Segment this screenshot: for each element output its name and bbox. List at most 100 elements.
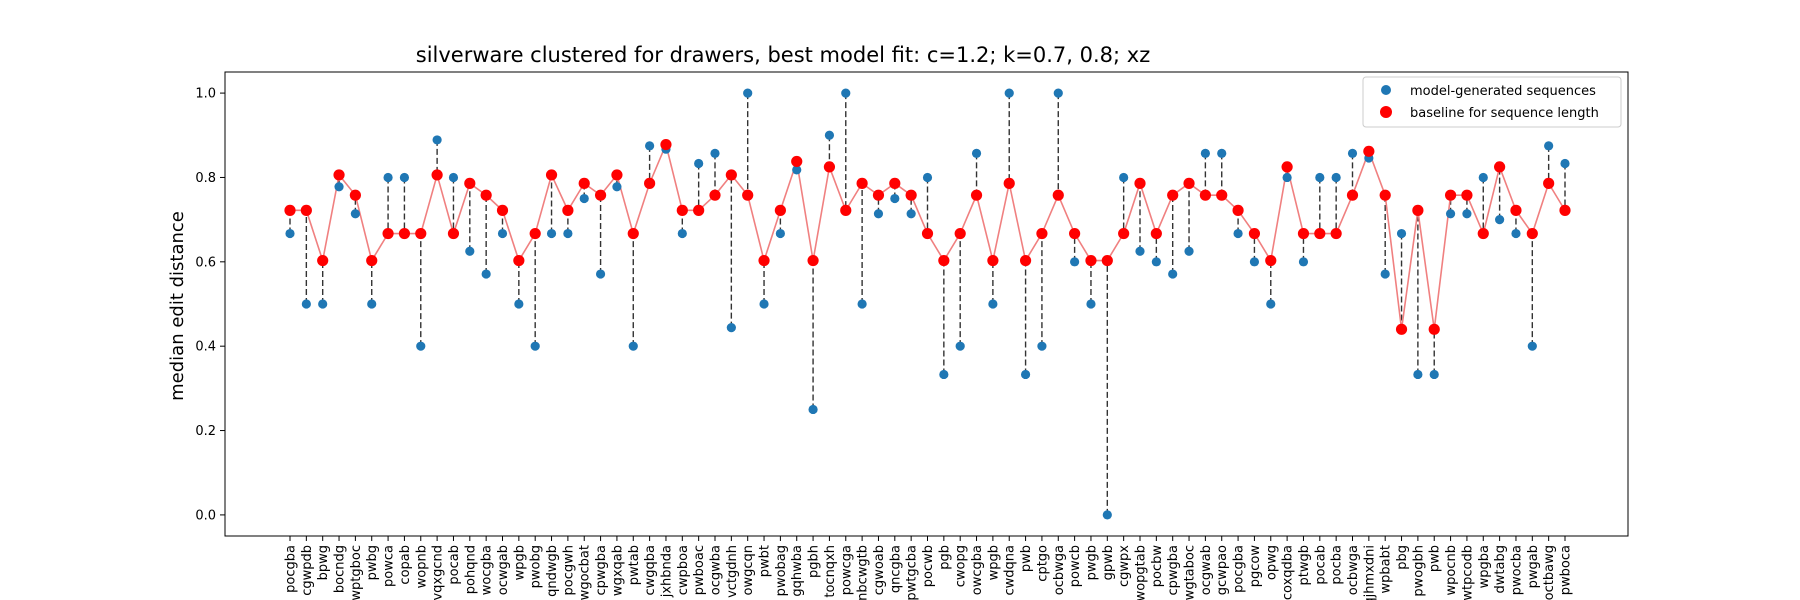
model-point xyxy=(416,341,426,351)
baseline-point xyxy=(1281,161,1293,173)
model-point xyxy=(775,228,785,239)
model-point xyxy=(1102,510,1112,520)
baseline-point xyxy=(415,227,427,240)
baseline-point xyxy=(284,204,296,216)
baseline-point xyxy=(905,189,917,201)
baseline-point xyxy=(889,177,901,189)
x-tick-label: pwboac xyxy=(692,545,707,595)
model-point xyxy=(922,172,933,183)
baseline-point xyxy=(807,254,819,267)
model-point xyxy=(1298,257,1309,267)
x-tick-label: cwgqba xyxy=(643,545,658,596)
x-tick-label: qjhmxdni xyxy=(1362,545,1377,600)
model-point xyxy=(677,228,687,239)
x-tick-label: pocgba xyxy=(284,545,299,593)
x-tick-label: pocbw xyxy=(1150,545,1165,588)
model-point xyxy=(1380,269,1390,279)
x-tick-label: pocwb xyxy=(921,545,936,587)
x-tick-label: cptgo xyxy=(1035,545,1050,582)
model-point xyxy=(1086,299,1096,309)
baseline-point xyxy=(1379,189,1391,201)
baseline-point xyxy=(856,177,868,189)
model-point xyxy=(939,369,949,380)
baseline-point xyxy=(1019,254,1032,267)
x-axis-ticks: pocgba cgwpdb bpwg bocndg wptgboc pwbg powca co… xyxy=(284,536,1574,600)
model-point xyxy=(514,299,524,309)
baseline-point xyxy=(1494,161,1506,173)
baseline-point xyxy=(1036,227,1048,240)
x-tick-label: pocab xyxy=(447,545,462,585)
x-tick-label: wpgba xyxy=(1477,545,1492,588)
x-tick-label: pwobag xyxy=(774,545,789,596)
baseline-point xyxy=(447,227,460,240)
x-tick-label: pwbt xyxy=(758,545,773,577)
baseline-point xyxy=(513,254,525,267)
baseline-point xyxy=(1461,189,1473,201)
x-tick-label: pocgba xyxy=(1232,545,1247,593)
x-tick-label: octbawg xyxy=(1542,545,1557,600)
model-point xyxy=(1347,148,1358,159)
x-tick-label: pwogbh xyxy=(1411,545,1426,597)
baseline-point xyxy=(1150,227,1162,240)
model-point xyxy=(1070,257,1080,267)
baseline-point xyxy=(1052,189,1064,201)
baseline-point xyxy=(366,254,378,267)
model-point xyxy=(1495,215,1505,225)
x-tick-label: jxhbnda xyxy=(659,545,674,598)
baseline-point xyxy=(562,204,574,216)
connector-lines xyxy=(289,93,1566,515)
x-tick-label: coxqdba xyxy=(1281,545,1296,600)
baseline-point xyxy=(317,254,329,267)
y-axis-label: median edit distance xyxy=(167,211,188,401)
legend-marker-baseline xyxy=(1380,106,1392,118)
x-tick-label: pwboca xyxy=(1559,545,1574,595)
x-tick-label: ocgwab xyxy=(1199,545,1214,595)
x-tick-label: gpwb xyxy=(1101,545,1116,580)
baseline-point xyxy=(1003,177,1015,189)
baseline-point xyxy=(1477,227,1489,240)
model-point xyxy=(808,404,818,415)
baseline-point xyxy=(954,227,966,240)
model-point xyxy=(595,269,606,279)
model-point xyxy=(497,228,508,239)
x-tick-label: cwdqna xyxy=(1003,545,1018,596)
x-tick-label: ocbwga xyxy=(1052,545,1067,595)
model-point xyxy=(1331,172,1341,183)
baseline-point xyxy=(693,204,705,216)
y-axis-ticks: 0.0 0.2 0.4 0.6 0.8 1.0 xyxy=(195,87,225,523)
x-tick-label: pwgb xyxy=(1084,545,1099,580)
baseline-point xyxy=(578,177,590,189)
model-point xyxy=(1527,341,1537,351)
baseline-point xyxy=(1363,145,1375,157)
x-tick-label: pohqnd xyxy=(463,545,478,594)
baseline-point xyxy=(921,227,934,240)
y-tick-label: 0.2 xyxy=(195,424,216,439)
model-point xyxy=(1184,246,1194,256)
x-tick-label: pgcow xyxy=(1248,545,1263,588)
x-tick-label: opwg xyxy=(1264,545,1279,580)
y-tick-label: 0.4 xyxy=(195,340,216,355)
x-tick-label: cgwpx xyxy=(1117,545,1132,587)
x-tick-label: cgwpdb xyxy=(300,545,315,596)
model-point xyxy=(1511,228,1521,239)
model-point xyxy=(1478,172,1488,183)
baseline-point xyxy=(872,189,885,201)
baseline-point xyxy=(1559,204,1571,216)
x-tick-label: ocbwga xyxy=(1346,545,1361,595)
model-point xyxy=(890,193,900,204)
x-tick-label: pwb xyxy=(1428,545,1443,572)
legend-marker-model xyxy=(1381,85,1391,95)
baseline-point xyxy=(1346,189,1359,201)
model-point xyxy=(481,269,491,279)
x-tick-label: qndwgb xyxy=(545,545,560,597)
baseline-point xyxy=(1134,177,1146,189)
legend: model-generated sequences baseline for s… xyxy=(1362,76,1622,128)
x-tick-label: wopgtab xyxy=(1134,545,1149,600)
model-point xyxy=(448,172,459,183)
model-point xyxy=(743,88,753,98)
x-tick-label: owcgba xyxy=(970,545,985,595)
x-tick-label: bocndg xyxy=(333,545,348,593)
model-point xyxy=(1135,246,1145,256)
x-tick-label: vqxgcnd xyxy=(431,545,446,600)
